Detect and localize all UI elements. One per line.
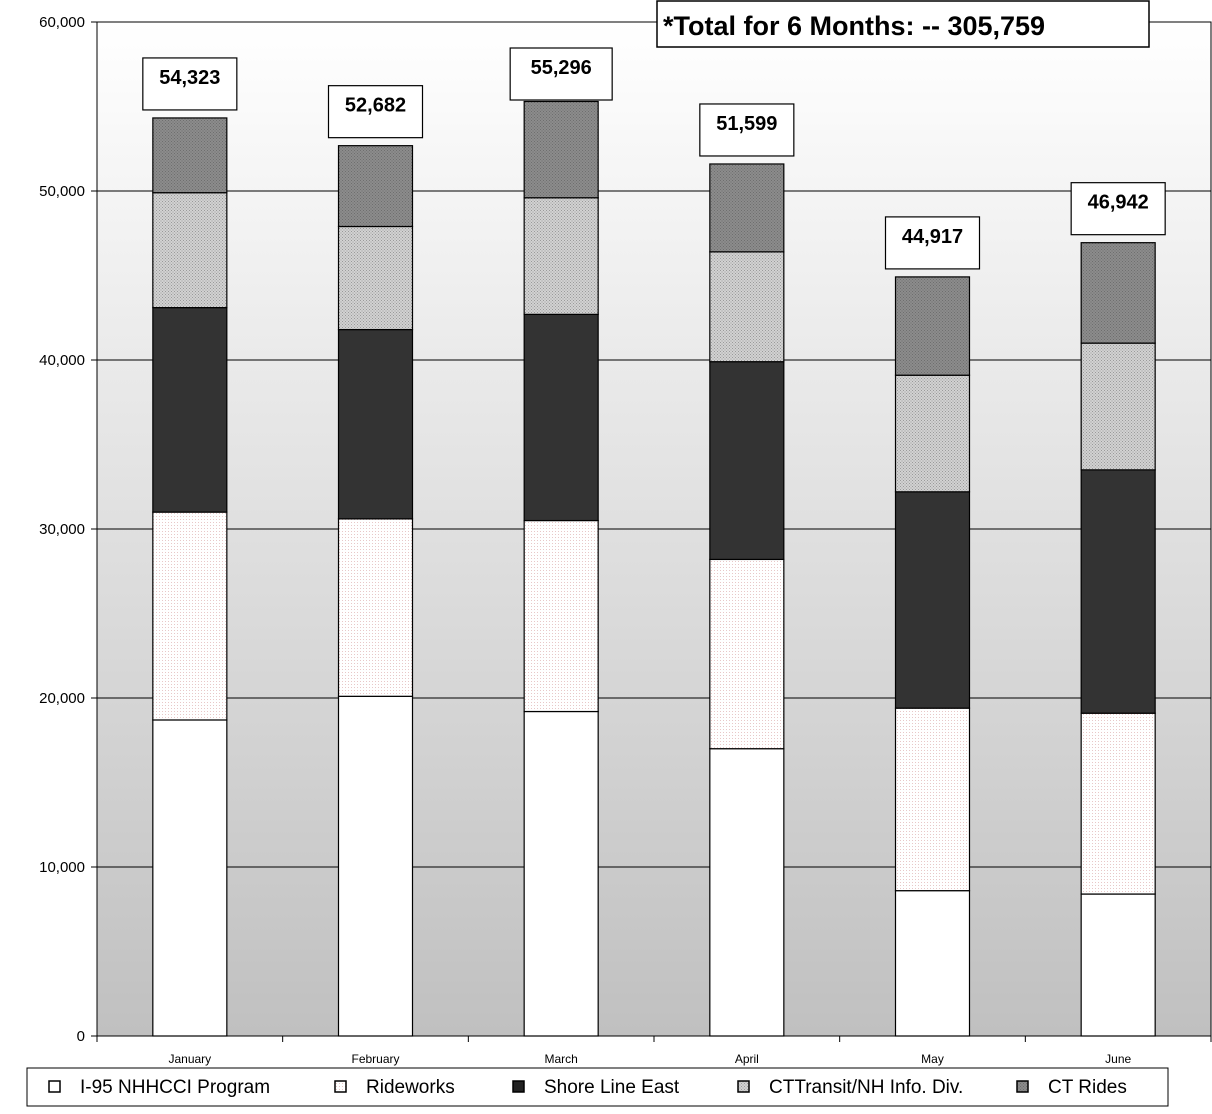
legend-label: Shore Line East bbox=[544, 1077, 680, 1098]
bar-segment bbox=[894, 374, 971, 493]
total-label-box bbox=[142, 57, 238, 111]
legend-label: I-95 NHHCCI Program bbox=[80, 1077, 270, 1098]
bar-segment bbox=[1080, 893, 1156, 1037]
x-category-label: March bbox=[544, 1052, 577, 1066]
y-tick-label: 50,000 bbox=[39, 183, 85, 200]
legend-swatch bbox=[512, 1080, 525, 1093]
bar-segment bbox=[1080, 242, 1156, 344]
x-category-label: January bbox=[168, 1052, 211, 1066]
bar-segment bbox=[1080, 342, 1156, 471]
x-axis: January February March April May June bbox=[96, 1035, 1212, 1066]
bar-segment bbox=[523, 197, 599, 315]
bar-segment bbox=[152, 192, 228, 309]
total-label: 55,296 bbox=[531, 57, 592, 79]
total-label-box bbox=[884, 216, 981, 270]
bar-segment bbox=[337, 518, 414, 697]
legend-label: CTTransit/NH Info. Div. bbox=[769, 1077, 963, 1098]
bar-segment bbox=[523, 100, 599, 199]
x-category-label: February bbox=[351, 1052, 399, 1066]
bar-segment bbox=[152, 719, 228, 1037]
y-tick-label: 60,000 bbox=[39, 14, 85, 31]
total-label: 52,682 bbox=[345, 95, 406, 117]
total-label: 44,917 bbox=[902, 226, 963, 248]
bar-segment bbox=[709, 558, 785, 750]
y-tick-label: 20,000 bbox=[39, 690, 85, 707]
total-label-box bbox=[509, 47, 613, 101]
bar-segment bbox=[523, 313, 599, 522]
bar-segment bbox=[152, 117, 228, 194]
total-label: 54,323 bbox=[159, 67, 220, 89]
y-tick-label: 10,000 bbox=[39, 859, 85, 876]
legend-swatch bbox=[48, 1080, 61, 1093]
total-label-box bbox=[327, 85, 424, 139]
bar-segment bbox=[337, 225, 414, 331]
legend-label: CT Rides bbox=[1048, 1077, 1127, 1098]
legend-label: Rideworks bbox=[366, 1077, 455, 1098]
y-tick-label: 30,000 bbox=[39, 521, 85, 538]
bar-segment bbox=[709, 361, 785, 561]
y-axis: 0 10,000 20,000 30,000 40,000 50,000 60,000 bbox=[39, 14, 98, 1045]
headline-box: *Total for 6 Months: -- 305,759 bbox=[656, 0, 1150, 48]
bar-segment bbox=[337, 695, 414, 1037]
bars bbox=[152, 100, 1156, 1037]
bar-segment bbox=[709, 748, 785, 1037]
x-category-label: April bbox=[735, 1052, 759, 1066]
x-category-label: June bbox=[1105, 1052, 1131, 1066]
total-labels: 54,323 52,682 55,296 51,599 44,917 46,942 bbox=[142, 47, 1166, 270]
bar-segment bbox=[523, 710, 599, 1037]
total-label-box bbox=[1070, 182, 1166, 236]
total-label-box bbox=[699, 103, 795, 157]
bar-segment bbox=[152, 307, 228, 513]
headline-text: *Total for 6 Months: -- 305,759 bbox=[663, 11, 1045, 41]
total-label: 46,942 bbox=[1088, 192, 1149, 214]
bar-segment bbox=[894, 890, 971, 1037]
legend: I-95 NHHCCI Program Rideworks Shore Line E… bbox=[26, 1067, 1169, 1107]
bar-segment bbox=[709, 163, 785, 253]
bar-segment bbox=[894, 707, 971, 892]
x-category-label: May bbox=[921, 1052, 944, 1066]
bar-segment bbox=[1080, 712, 1156, 895]
bar-segment bbox=[523, 519, 599, 713]
y-tick-label: 40,000 bbox=[39, 352, 85, 369]
bar-segment bbox=[894, 276, 971, 376]
legend-swatch bbox=[334, 1080, 347, 1093]
bar-segment bbox=[152, 511, 228, 721]
bar-segment bbox=[337, 328, 414, 520]
total-label: 51,599 bbox=[716, 113, 777, 135]
bar-segment bbox=[1080, 469, 1156, 714]
legend-box bbox=[26, 1067, 1169, 1107]
bar-segment bbox=[894, 491, 971, 709]
bar-segment bbox=[337, 145, 414, 228]
legend-swatch bbox=[737, 1080, 750, 1093]
legend-swatch bbox=[1016, 1080, 1029, 1093]
y-tick-label: 0 bbox=[77, 1028, 85, 1045]
bar-segment bbox=[709, 251, 785, 363]
